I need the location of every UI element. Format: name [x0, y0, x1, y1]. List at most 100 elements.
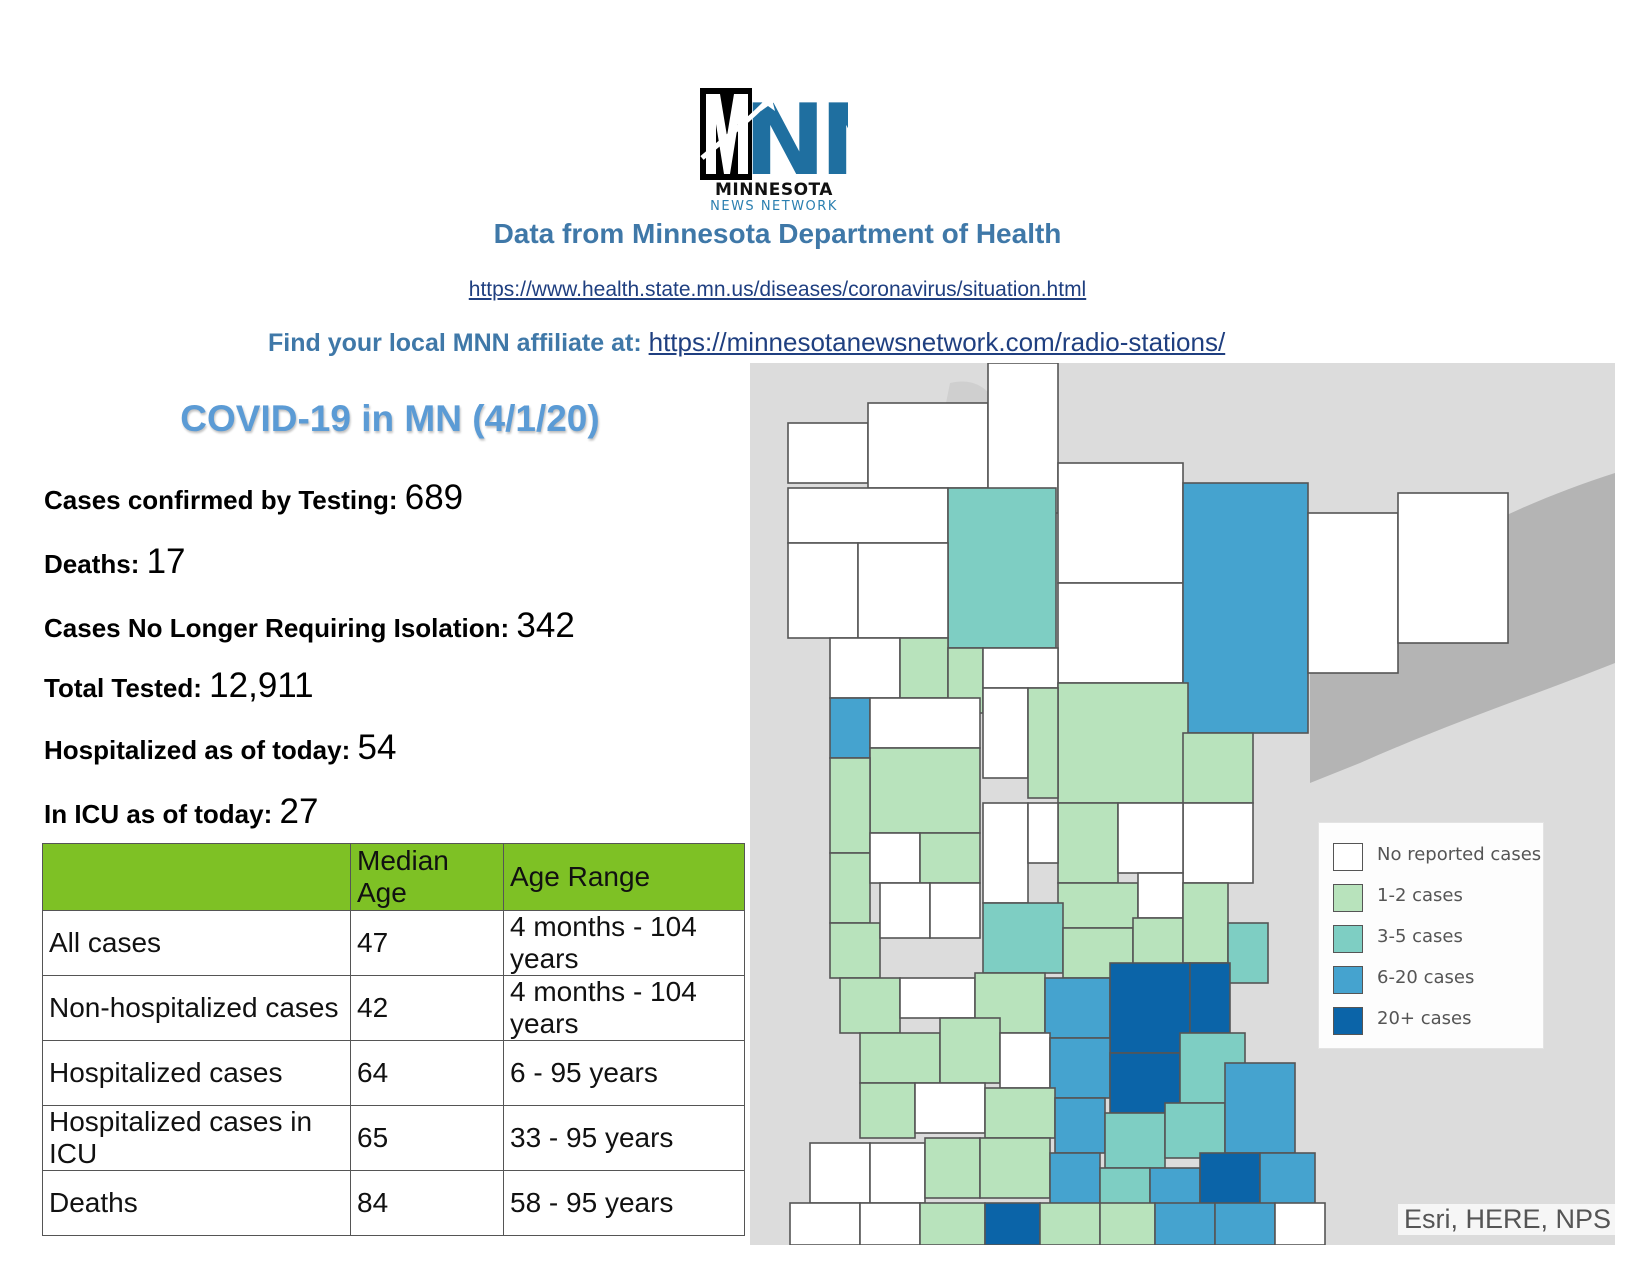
county-shape: [1099, 1202, 1156, 1246]
table-cell: 84: [350, 1170, 504, 1236]
county-shape: [829, 852, 871, 924]
table-row: Non-hospitalized cases 42 4 months - 104…: [42, 975, 745, 1041]
county-shape: [829, 922, 881, 979]
stat-value: 54: [357, 728, 397, 767]
county-shape: [1044, 977, 1111, 1039]
table-cell: Deaths: [42, 1170, 351, 1236]
county-shape: [1137, 872, 1184, 919]
county-shape: [1054, 1097, 1106, 1154]
legend-label: 20+ cases: [1377, 1008, 1472, 1029]
county-shape: [857, 542, 949, 639]
stat-label: Cases No Longer Requiring Isolation:: [44, 613, 510, 643]
stat-total-tested: Total Tested: 12,911: [44, 666, 314, 706]
county-shape: [939, 1017, 1001, 1084]
legend-label: 1-2 cases: [1377, 885, 1463, 906]
table-cell: 47: [350, 910, 504, 976]
table-cell: 6 - 95 years: [503, 1040, 745, 1106]
table-row: All cases 47 4 months - 104 years: [42, 910, 745, 976]
county-shape: [919, 1202, 986, 1246]
county-shape: [829, 757, 871, 854]
county-shape: [1259, 1152, 1316, 1209]
table-cell: 4 months - 104 years: [503, 910, 745, 976]
table-cell: 58 - 95 years: [503, 1170, 745, 1236]
legend-swatch: [1333, 1007, 1363, 1035]
county-shape: [1117, 802, 1184, 874]
map-attribution: Esri, HERE, NPS: [1398, 1204, 1618, 1235]
county-shape: [1057, 882, 1139, 929]
county-shape: [1182, 802, 1254, 884]
county-shape: [1199, 1152, 1261, 1209]
stat-hospitalized: Hospitalized as of today: 54: [44, 728, 396, 768]
table-cell: 65: [350, 1105, 504, 1171]
table-cell: Hospitalized cases in ICU: [42, 1105, 351, 1171]
county-shape: [829, 637, 901, 699]
county-map: [750, 362, 1615, 1246]
county-shape: [839, 977, 901, 1034]
county-shape: [1307, 512, 1399, 674]
county-shape: [1057, 682, 1189, 804]
county-shape: [829, 697, 871, 759]
county-shape: [809, 1142, 871, 1204]
county-map-canvas: [750, 362, 1615, 1246]
county-shape: [899, 637, 949, 699]
county-shape: [1182, 482, 1309, 734]
logo-mark: MNN: [700, 88, 848, 180]
legend-label: No reported cases: [1377, 844, 1542, 865]
stat-label: Cases confirmed by Testing:: [44, 485, 398, 515]
county-shape: [982, 687, 1029, 779]
stat-icu: In ICU as of today: 27: [44, 792, 318, 832]
table-row: Hospitalized cases in ICU 65 33 - 95 yea…: [42, 1105, 745, 1171]
legend-swatch: [1333, 843, 1363, 871]
column-header: Median Age: [350, 843, 504, 911]
table-cell: 4 months - 104 years: [503, 975, 745, 1041]
county-shape: [1039, 1202, 1101, 1246]
county-shape: [1189, 962, 1231, 1034]
county-shape: [1214, 1202, 1276, 1246]
county-shape: [1049, 1037, 1111, 1099]
county-shape: [1182, 732, 1254, 804]
county-shape: [982, 647, 1059, 689]
column-header: [42, 843, 351, 911]
affiliate-link[interactable]: https://minnesotanewsnetwork.com/radio-s…: [648, 327, 1226, 357]
county-shape: [1057, 582, 1184, 684]
county-shape: [982, 902, 1064, 974]
stat-deaths: Deaths: 17: [44, 542, 186, 582]
county-shape: [869, 832, 921, 884]
county-shape: [859, 1202, 921, 1246]
stat-value: 27: [279, 792, 319, 831]
logo-name-bottom: NEWS NETWORK: [710, 199, 838, 214]
table-cell: 64: [350, 1040, 504, 1106]
county-shape: [982, 802, 1029, 904]
county-shape: [929, 882, 981, 939]
source-link[interactable]: https://www.health.state.mn.us/diseases/…: [468, 278, 1087, 301]
stat-value: 689: [404, 478, 464, 517]
county-shape: [867, 402, 989, 489]
stat-value: 17: [146, 542, 186, 581]
county-shape: [924, 1137, 981, 1199]
affiliate-label: Find your local MNN affiliate at:: [268, 329, 642, 357]
table-header-row: Median Age Age Range: [42, 843, 745, 911]
county-shape: [1154, 1202, 1216, 1246]
county-shape: [869, 1142, 926, 1204]
county-shape: [984, 1202, 1041, 1246]
stat-no-longer-isolation: Cases No Longer Requiring Isolation: 342: [44, 606, 575, 646]
county-shape: [869, 747, 981, 834]
source-heading: Data from Minnesota Department of Health: [493, 218, 1062, 249]
stat-label: Total Tested:: [44, 673, 202, 703]
county-shape: [869, 697, 981, 749]
table-cell: 33 - 95 years: [503, 1105, 745, 1171]
county-shape: [984, 1087, 1056, 1139]
legend-label: 6-20 cases: [1377, 967, 1475, 988]
report-title: COVID-19 in MN (4/1/20): [180, 398, 600, 439]
table-cell: 42: [350, 975, 504, 1041]
county-shape: [879, 882, 931, 939]
stat-value: 342: [516, 606, 575, 645]
stat-label: Deaths:: [44, 549, 140, 579]
county-shape: [1049, 1152, 1101, 1209]
table-cell: Hospitalized cases: [42, 1040, 351, 1106]
county-shape: [859, 1082, 916, 1139]
county-shape: [787, 542, 859, 639]
county-shape: [1057, 802, 1119, 884]
county-shape: [1164, 1102, 1226, 1159]
table-row: Deaths 84 58 - 95 years: [42, 1170, 745, 1236]
